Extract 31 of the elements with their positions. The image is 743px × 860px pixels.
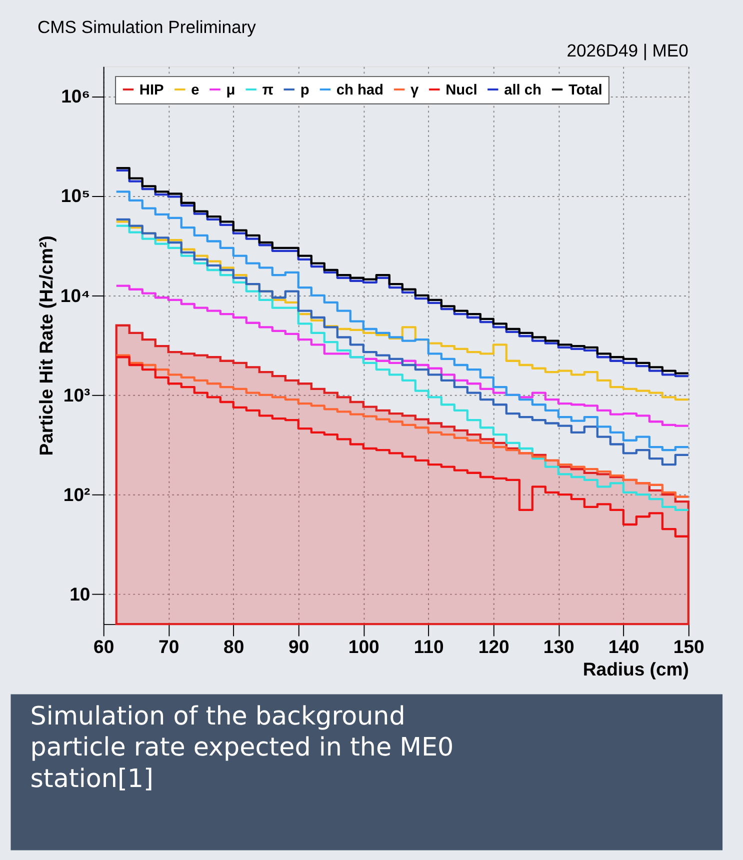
chart-title: CMS Simulation Preliminary xyxy=(38,17,256,38)
y-tick-label: 10⁵ xyxy=(60,185,90,206)
y-tick-label: 10³ xyxy=(63,384,90,406)
legend-label: γ xyxy=(410,82,420,98)
legend-label: all ch xyxy=(504,82,542,98)
chart-subtitle: 2026D49 | ME0 xyxy=(566,40,689,61)
x-tick-label: 60 xyxy=(94,636,114,657)
x-tick-label: 110 xyxy=(414,636,444,657)
x-tick-label: 150 xyxy=(673,636,704,657)
legend-label: Total xyxy=(568,82,602,98)
x-tick-label: 70 xyxy=(158,636,180,657)
legend-label: ch had xyxy=(336,82,384,98)
x-tick-label: 130 xyxy=(543,636,574,657)
text: Simulation of the background particle rate expected in the ME0 station[1] xyxy=(30,700,454,793)
y-tick-label: 10⁴ xyxy=(60,284,90,306)
x-tick-label: 120 xyxy=(478,636,510,657)
legend-label: e xyxy=(191,82,200,98)
x-tick-label: 80 xyxy=(224,636,244,657)
y-tick-label: 10⁶ xyxy=(61,86,90,107)
x-axis-title: Radius (cm) xyxy=(582,658,689,680)
legend-label: HIP xyxy=(139,82,164,98)
x-tick-label: 100 xyxy=(348,636,380,657)
legend-label: π xyxy=(262,82,274,98)
y-tick-label: 10² xyxy=(63,484,90,505)
legend-label: μ xyxy=(226,82,236,98)
y-tick-label: 10 xyxy=(70,583,90,604)
legend-label: Nucl xyxy=(446,82,478,98)
x-tick-label: 90 xyxy=(288,636,310,657)
legend-label: p xyxy=(300,82,310,98)
y-axis-title: Particle Hit Rate (Hz/cm²) xyxy=(36,236,57,456)
x-tick-label: 140 xyxy=(608,636,640,657)
